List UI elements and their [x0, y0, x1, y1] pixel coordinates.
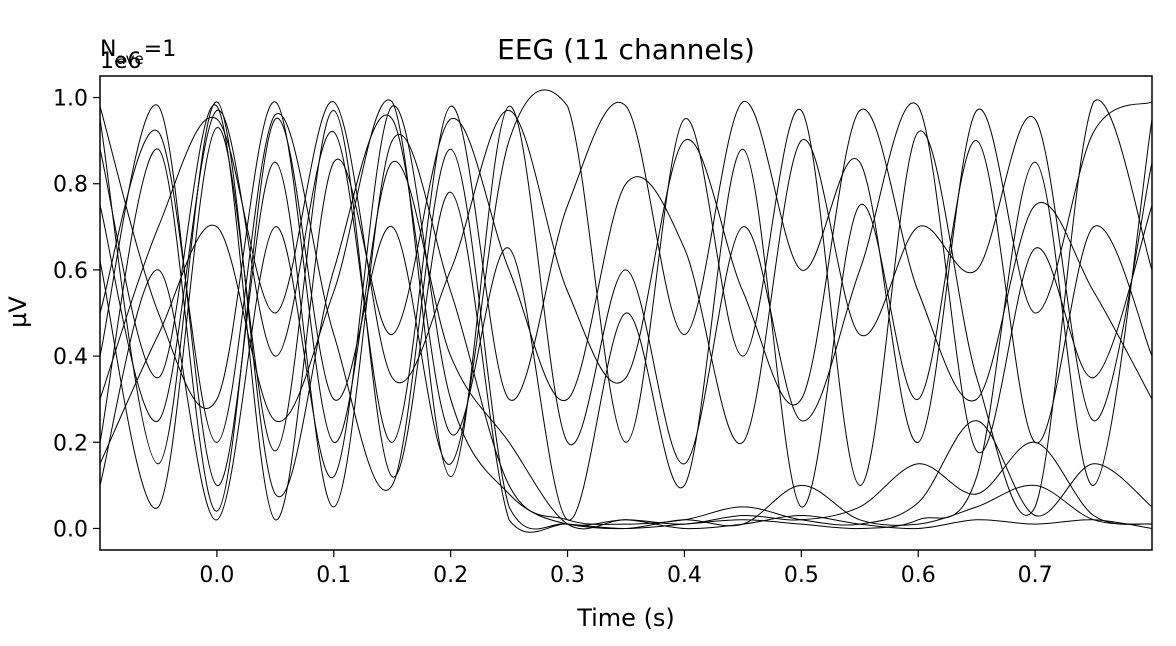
- channel-trace-9: [99, 101, 1153, 406]
- nave-subscript: ave: [116, 50, 143, 68]
- x-tick-label: 0.5: [784, 563, 819, 588]
- channel-trace-11: [99, 99, 1153, 478]
- x-axis-ticks: 0.0 0.1 0.2 0.3 0.4 0.5 0.6 0.7: [199, 550, 1053, 588]
- channel-traces: [99, 89, 1153, 533]
- x-tick-label: 0.1: [316, 563, 351, 588]
- y-axis-ticks: 0.0 0.2 0.4 0.6 0.8 1.0: [53, 87, 100, 542]
- y-tick-label: 1.0: [53, 87, 88, 112]
- x-tick-label: 0.0: [199, 563, 234, 588]
- plot-frame: [99, 75, 1153, 551]
- channel-trace-8: [99, 113, 1153, 530]
- y-tick-label: 0.4: [53, 345, 88, 370]
- nave-annotation: Nave=1: [100, 37, 176, 68]
- nave-prefix: N: [100, 37, 116, 62]
- y-offset-label: 1e6: [100, 49, 142, 74]
- y-tick-label: 0.2: [53, 431, 88, 456]
- nave-suffix: =1: [144, 37, 176, 62]
- x-tick-label: 0.6: [901, 563, 936, 588]
- y-axis-label: µV: [4, 296, 32, 328]
- y-tick-label: 0.0: [53, 517, 88, 542]
- channel-trace-10: [99, 101, 1153, 530]
- channel-trace-7: [99, 104, 1153, 521]
- chart-title: EEG (11 channels): [497, 33, 755, 66]
- channel-trace-3: [99, 101, 1153, 521]
- x-tick-label: 0.7: [1018, 563, 1053, 588]
- y-tick-label: 0.8: [53, 173, 88, 198]
- channel-trace-1: [99, 109, 1153, 533]
- channel-trace-6: [99, 105, 1153, 526]
- x-tick-label: 0.3: [550, 563, 585, 588]
- channel-trace-5: [99, 101, 1153, 443]
- channel-trace-4: [99, 104, 1153, 526]
- x-tick-label: 0.4: [667, 563, 702, 588]
- y-tick-label: 0.6: [53, 259, 88, 284]
- x-tick-label: 0.2: [433, 563, 468, 588]
- x-axis-label: Time (s): [576, 604, 675, 632]
